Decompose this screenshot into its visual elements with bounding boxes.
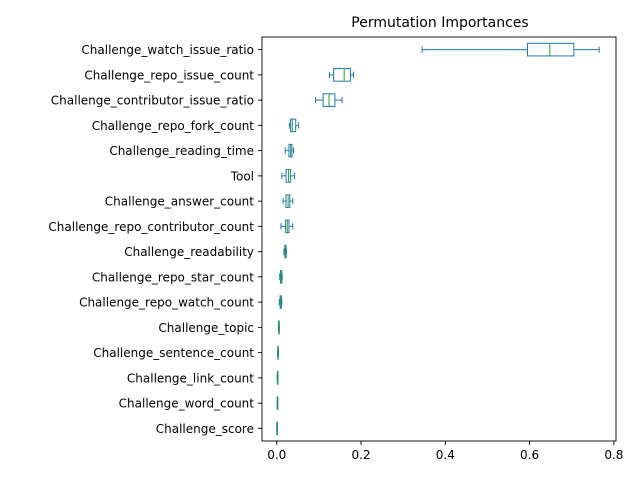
box-7 <box>282 194 294 208</box>
y-tick-label: Challenge_repo_watch_count <box>79 296 254 310</box>
box-2 <box>328 68 354 82</box>
y-tick-label: Tool <box>230 169 254 183</box>
y-tick-label: Challenge_link_count <box>127 371 254 385</box>
box-12 <box>277 320 280 335</box>
x-tick-label: 0.4 <box>436 448 455 462</box>
box-8 <box>280 219 294 234</box>
box-13 <box>277 345 279 360</box>
y-tick-label: Challenge_repo_star_count <box>92 270 254 284</box>
y-tick-label: Challenge_answer_count <box>105 195 254 209</box>
box-3 <box>315 93 343 107</box>
x-tick-label: 0.0 <box>267 448 286 462</box>
y-tick-label: Challenge_repo_contributor_count <box>48 220 254 234</box>
y-tick-label: Challenge_watch_issue_ratio <box>81 43 254 57</box>
y-tick-label: Challenge_repo_issue_count <box>84 68 254 82</box>
box-5 <box>284 143 295 158</box>
y-tick-label: Challenge_repo_fork_count <box>92 119 255 133</box>
box-9 <box>283 244 287 259</box>
x-tick-label: 0.2 <box>351 448 370 462</box>
box-16 <box>276 421 278 436</box>
y-tick-label: Challenge_word_count <box>119 397 255 411</box>
box-15 <box>276 396 279 410</box>
box-6 <box>281 169 295 183</box>
y-tick-label: Challenge_reading_time <box>109 144 254 158</box>
box-14 <box>276 371 279 385</box>
y-tick-label: Challenge_contributor_issue_ratio <box>51 94 254 108</box>
box-iqr <box>290 118 297 133</box>
x-axis: 0.0 0.2 0.4 0.6 0.8 <box>267 441 623 462</box>
box-iqr <box>333 68 351 82</box>
box-4 <box>288 118 300 133</box>
box-10 <box>279 270 283 284</box>
y-axis: Challenge_watch_issue_ratio Challenge_rep… <box>48 43 262 436</box>
y-tick-label: Challenge_topic <box>158 321 254 335</box>
box-1 <box>421 42 600 57</box>
x-tick-label: 0.6 <box>520 448 539 462</box>
plot-frame <box>261 36 617 442</box>
y-tick-label: Challenge_readability <box>124 245 254 259</box>
x-tick-label: 0.8 <box>604 448 623 462</box>
plot-marks <box>276 42 600 436</box>
chart-title: Permutation Importances <box>351 15 528 31</box>
y-tick-label: Challenge_sentence_count <box>93 346 254 360</box>
box-11 <box>278 295 283 309</box>
y-tick-label: Challenge_score <box>156 422 254 436</box>
box-iqr <box>527 42 575 57</box>
